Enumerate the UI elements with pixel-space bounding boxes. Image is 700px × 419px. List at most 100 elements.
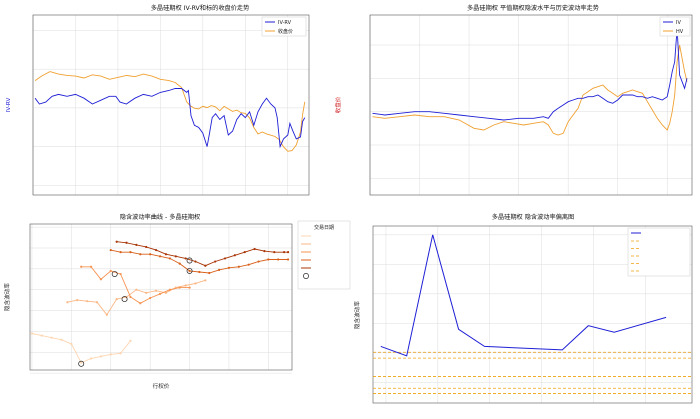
smile-point: [80, 361, 83, 364]
legend-smile: 交易日期: [297, 220, 351, 290]
smile-point: [154, 289, 158, 292]
smile-point: [89, 265, 93, 268]
smile-point: [99, 278, 103, 281]
line-hv: [372, 44, 688, 136]
smile-point: [263, 250, 266, 253]
smile-point: [115, 297, 118, 301]
smile-point: [218, 268, 221, 271]
smile-point: [204, 279, 207, 282]
legend-ivrv: IV-RV 收盘价: [261, 16, 307, 37]
smile-point: [154, 248, 158, 252]
smile-point: [60, 338, 63, 341]
smile-point: [208, 271, 211, 275]
y-axis-label-smile: 隐含波动率: [3, 283, 11, 311]
smile-point: [237, 265, 240, 268]
smile-point: [119, 272, 122, 276]
smile-point: [257, 260, 260, 263]
y-axis-label-ivrv: IV-RV: [6, 98, 12, 113]
smile-line-0: [31, 333, 131, 364]
smile-point: [194, 260, 197, 263]
smile-point: [188, 286, 191, 289]
smile-point: [227, 266, 231, 269]
grid-smile: [30, 224, 292, 374]
smile-point: [184, 284, 187, 287]
series-lines-iv-deviation: [373, 234, 692, 394]
smile-point: [30, 332, 34, 335]
chart-title-iv-hv: 多晶硅期权 平值期权隐波水平与历史波动率走势: [467, 4, 599, 12]
legend-iv-hv: IV HV: [659, 16, 691, 37]
panel-ivrv-price: 多晶硅期权 IV-RV和标的收盘价走势 IV-RV 收盘价 IV-RV 收盘价: [6, 4, 342, 196]
smile-point: [198, 270, 201, 274]
atm-marker: [111, 271, 118, 278]
smile-point: [139, 302, 142, 305]
smile-point: [89, 357, 93, 360]
legend-label-hv: HV: [676, 29, 684, 35]
smile-point: [158, 255, 162, 258]
smile-point: [164, 253, 168, 256]
legend-iv-deviation: [627, 227, 691, 277]
smile-point: [76, 299, 79, 302]
plot-frame-iv-hv: [369, 14, 693, 196]
smile-point: [286, 251, 290, 254]
smile-point: [66, 301, 69, 304]
smile-point: [286, 258, 290, 261]
line-iv-deviation: [380, 234, 667, 357]
y2-axis-label-ivrv: 收盘价: [334, 96, 342, 113]
smile-point: [277, 258, 280, 261]
legend-label-ivrv: IV-RV: [278, 20, 292, 26]
smile-point: [204, 264, 207, 267]
chart-title-smile: 隐含波动率曲线 - 多晶硅期权: [120, 213, 200, 221]
panel-iv-deviation: 多晶硅期权 隐含波动率偏离图 隐含波动率: [353, 213, 693, 404]
smile-point: [50, 336, 53, 339]
smile-line-2: [81, 266, 190, 304]
smile-point: [40, 334, 43, 337]
smile-point: [253, 247, 256, 251]
smile-point: [135, 243, 138, 246]
plot-frame-iv-deviation: [372, 225, 693, 404]
smile-point: [105, 313, 108, 316]
line-iv: [372, 28, 688, 121]
smile-line-4: [116, 241, 289, 267]
smile-point: [125, 241, 128, 244]
smile-point: [178, 262, 181, 265]
smile-point: [247, 263, 250, 266]
series-lines-smile: [30, 240, 290, 367]
panel-smile: 隐含波动率曲线 - 多晶硅期权 行权价 隐含波动率 交易日期: [3, 213, 351, 390]
smile-point: [149, 296, 152, 300]
atm-marker: [78, 360, 85, 367]
legend-swatch-atm: [303, 273, 309, 279]
smile-point: [135, 288, 138, 291]
smile-point: [99, 355, 103, 358]
smile-point: [273, 251, 276, 254]
smile-point: [70, 342, 73, 346]
smile-point: [214, 260, 217, 263]
smile-point: [119, 251, 122, 254]
y-axis-label-iv-deviation: 隐含波动率: [353, 301, 361, 329]
plot-frame-smile: [29, 223, 293, 371]
smile-point: [95, 301, 99, 304]
atm-marker: [186, 257, 193, 264]
legend-box-smile: [297, 220, 351, 290]
smile-line-3: [110, 249, 289, 274]
smile-point: [119, 352, 122, 355]
smile-point: [129, 251, 132, 254]
smile-point: [233, 254, 236, 257]
legend-label-iv: IV: [676, 20, 681, 26]
grid-iv-hv: [369, 15, 692, 195]
panel-iv-hv: 多晶硅期权 平值期权隐波水平与历史波动率走势 IV HV: [369, 4, 693, 196]
smile-point: [145, 245, 148, 249]
smile-point: [283, 251, 286, 254]
smile-point: [80, 265, 83, 268]
legend-box-iv-deviation: [627, 227, 691, 277]
legend-label-price: 收盘价: [278, 28, 293, 35]
legend-title-smile: 交易日期: [314, 224, 334, 231]
smile-point: [188, 269, 191, 273]
smile-point: [223, 257, 227, 260]
smile-point: [129, 339, 132, 342]
smile-point: [174, 255, 177, 258]
smile-point: [184, 257, 187, 260]
smile-point: [109, 269, 112, 273]
smile-point: [158, 292, 162, 295]
series-lines-iv-hv: [372, 28, 688, 136]
